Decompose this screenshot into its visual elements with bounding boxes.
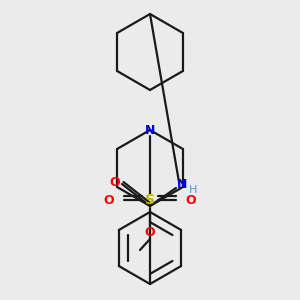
Text: N: N	[145, 124, 155, 136]
Text: O: O	[104, 194, 114, 206]
Text: O: O	[186, 194, 196, 206]
Text: H: H	[189, 185, 197, 195]
Text: O: O	[110, 176, 120, 190]
Text: N: N	[177, 178, 187, 190]
Text: O: O	[145, 226, 155, 238]
Text: S: S	[145, 193, 155, 207]
